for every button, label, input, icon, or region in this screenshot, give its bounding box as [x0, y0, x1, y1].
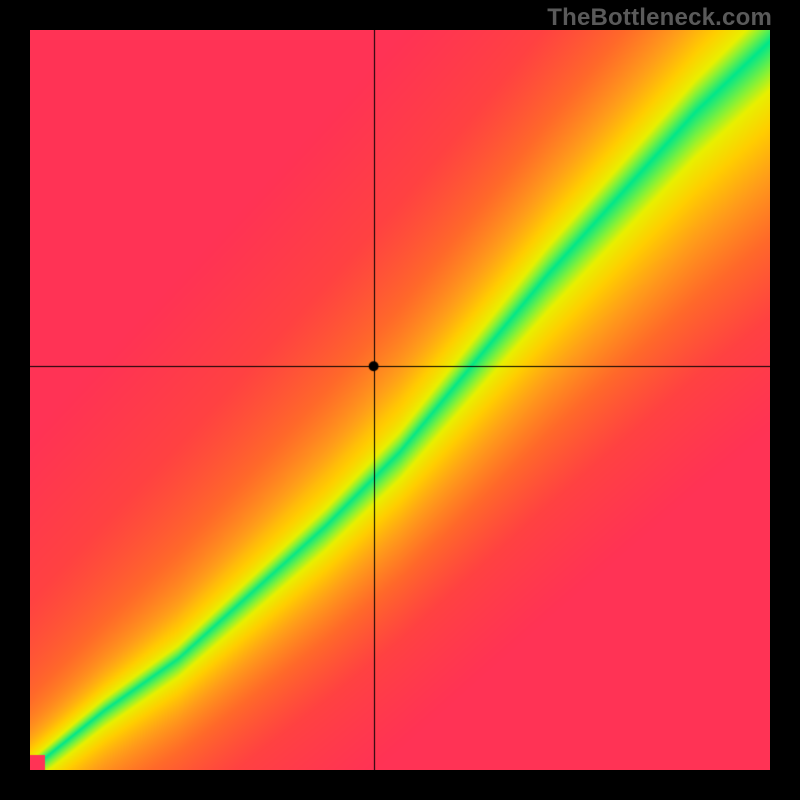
- watermark-text: TheBottleneck.com: [547, 4, 772, 32]
- chart-container: TheBottleneck.com: [0, 0, 800, 800]
- bottleneck-heatmap: [30, 30, 770, 770]
